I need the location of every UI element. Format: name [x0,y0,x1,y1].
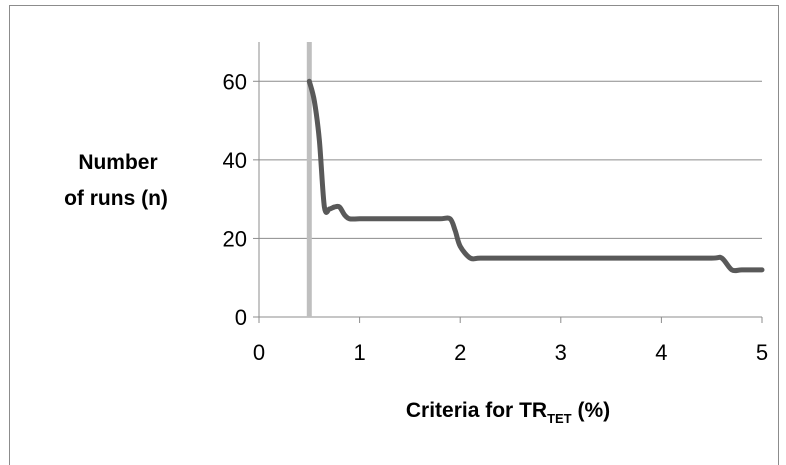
x-tick-label: 1 [353,340,365,365]
x-axis-title-subscript: TET [547,411,572,426]
x-axis-title: Criteria for TRTET (%) [406,399,610,426]
series-layer [306,78,765,274]
y-axis-title-line-1: Number [78,151,157,174]
gridlines [259,80,762,239]
x-tick-label: 5 [756,340,768,365]
y-tick-label: 20 [223,226,247,251]
x-tick-label: 3 [555,340,567,365]
series-line-0 [306,78,765,274]
x-tick-label: 0 [253,340,265,365]
x-tick-label: 2 [454,340,466,365]
chart-frame [9,5,779,465]
line-chart: 0 20 40 60 0 1 2 3 4 5 Number of runs (n) Criteri… [64,42,769,426]
y-axis-title-line-2: of runs (n) [64,187,168,210]
x-axis-title-suffix: (%) [572,399,611,422]
y-tick-label: 40 [223,148,247,173]
tick-labels: 0 20 40 60 0 1 2 3 4 5 [223,69,769,365]
y-tick-label: 60 [223,69,247,94]
axes [253,42,763,323]
y-tick-label: 0 [235,305,247,330]
x-tick-label: 4 [655,340,667,365]
x-axis-title-main: Criteria for TR [406,399,547,422]
